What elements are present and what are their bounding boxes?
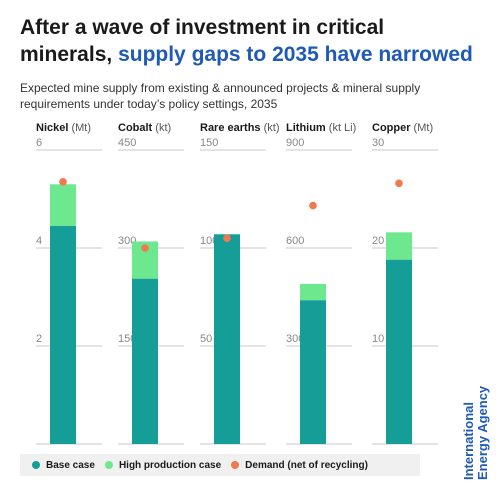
panel-unit-copper: (Mt) — [411, 122, 434, 134]
tick-label-lithium-300: 300 — [286, 333, 304, 345]
iea-logo: International Energy Agency — [461, 385, 490, 480]
tick-label-nickel-2: 2 — [36, 333, 42, 345]
panel-title-rare-earths: Rare earths (kt) — [200, 122, 280, 134]
legend-label-demand: Demand (net of recycling) — [245, 459, 368, 471]
legend-label-high: High production case — [118, 459, 222, 471]
panel-title-copper: Copper (Mt) — [372, 122, 433, 134]
title-line-1: After a wave of investment in critical — [20, 16, 385, 39]
panel-title-lithium: Lithium (kt Li) — [286, 122, 356, 134]
title-line-2: minerals, supply gaps to 2035 have narro… — [20, 41, 480, 68]
legend-swatch-demand — [231, 461, 240, 469]
legend-item-high: High production case — [104, 459, 222, 471]
demand-dot-copper — [395, 179, 403, 188]
panel-title-cobalt: Cobalt (kt) — [118, 122, 171, 134]
bar-base-rare-earths — [214, 234, 240, 444]
demand-dot-cobalt — [141, 244, 149, 252]
chart-subtitle: Expected mine supply from existing & ann… — [20, 81, 421, 111]
tick-label-cobalt-150: 150 — [118, 333, 136, 345]
logo-line-1: International — [461, 401, 476, 480]
title-line-2-plain: minerals, — [20, 43, 119, 66]
tick-label-cobalt-300: 300 — [118, 235, 136, 247]
panel-name-cobalt: Cobalt — [118, 122, 153, 134]
tick-label-lithium-600: 600 — [286, 235, 304, 247]
demand-dot-rare-earths — [223, 234, 231, 242]
bar-base-lithium — [300, 300, 326, 444]
legend-swatch-high — [104, 461, 113, 469]
panel-name-copper: Copper — [372, 122, 411, 134]
panel-unit-nickel: (Mt) — [68, 122, 91, 134]
logo-line-2: Energy Agency — [475, 385, 490, 480]
chart-title: After a wave of investment in critical m… — [20, 14, 480, 68]
panel-name-nickel: Nickel — [36, 122, 68, 134]
tick-label-rare-earths-50: 50 — [200, 333, 212, 345]
tick-label-nickel-4: 4 — [36, 235, 42, 247]
legend-label-base: Base case — [46, 459, 95, 471]
panel-unit-lithium: (kt Li) — [326, 122, 357, 134]
title-line-2-accent: supply gaps to 2035 have narrowed — [118, 43, 473, 66]
legend: Base case High production case Demand (n… — [20, 454, 420, 476]
tick-label-copper-10: 10 — [372, 333, 384, 345]
tick-label-copper-30: 30 — [372, 137, 384, 149]
bar-high-lithium — [300, 283, 326, 301]
bar-high-nickel — [50, 184, 76, 226]
bar-high-copper — [386, 232, 412, 260]
tick-label-lithium-900: 900 — [286, 137, 304, 149]
bar-base-nickel — [50, 225, 76, 444]
legend-item-demand: Demand (net of recycling) — [231, 460, 368, 471]
tick-label-copper-20: 20 — [372, 235, 384, 247]
legend-swatch-base — [32, 461, 40, 469]
demand-dot-nickel — [59, 178, 67, 186]
panel-unit-rare-earths: (kt) — [261, 122, 280, 134]
panel-name-rare-earths: Rare earths — [200, 122, 261, 134]
panel-unit-cobalt: (kt) — [152, 122, 171, 134]
tick-label-nickel-6: 6 — [36, 137, 42, 149]
panel-title-nickel: Nickel (Mt) — [36, 122, 91, 134]
tick-label-rare-earths-100: 100 — [200, 235, 218, 247]
tick-label-cobalt-450: 450 — [118, 137, 136, 149]
legend-item-base: Base case — [32, 460, 95, 471]
bar-base-copper — [386, 259, 412, 444]
panel-name-lithium: Lithium — [286, 122, 326, 134]
tick-label-rare-earths-150: 150 — [200, 137, 218, 149]
bar-base-cobalt — [132, 278, 158, 444]
demand-dot-lithium — [309, 201, 317, 210]
